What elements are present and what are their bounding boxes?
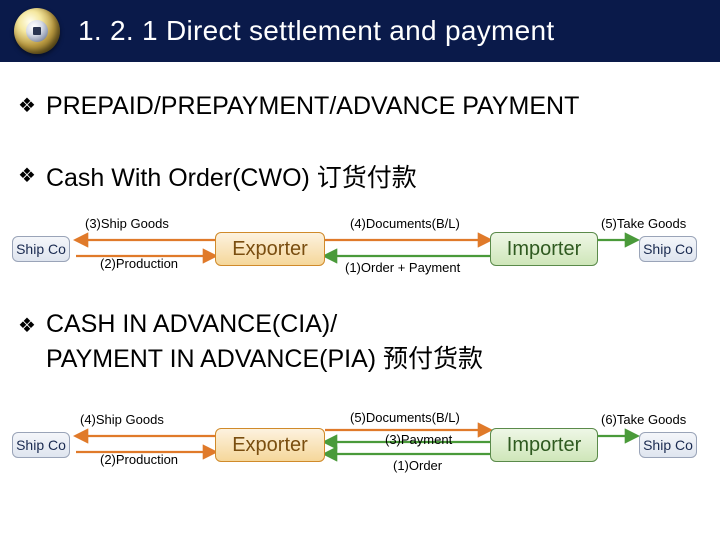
node-ship_left: Ship Co [12, 432, 70, 458]
diagram-cia: (4)Ship Goods (2)Production (5)Documents(B… [0, 386, 720, 496]
bullet-text: CASH IN ADVANCE(CIA)/ PAYMENT IN ADVANCE… [46, 310, 483, 375]
bullet-line1: CASH IN ADVANCE(CIA)/ [46, 310, 337, 338]
node-importer: Importer [490, 428, 598, 462]
bullet-cwo: ❖ Cash With Order(CWO) 订货付款 [18, 158, 417, 194]
bullet-prepaid: ❖ PREPAID/PREPAYMENT/ADVANCE PAYMENT [18, 92, 579, 121]
flow-label: (5)Take Goods [601, 216, 686, 231]
slide-title: 1. 2. 1 Direct settlement and payment [78, 15, 554, 47]
flow-label: (3)Ship Goods [85, 216, 169, 231]
header-bullet-icon [14, 8, 60, 54]
flow-label: (6)Take Goods [601, 412, 686, 427]
diagram-cia-arrows [0, 386, 720, 496]
node-ship_right: Ship Co [639, 432, 697, 458]
diagram-cwo: (3)Ship Goods (2)Production (4)Documents(B… [0, 198, 720, 288]
flow-label: (1)Order [393, 458, 442, 473]
bullet-line2: PAYMENT IN ADVANCE(PIA) 预付货款 [46, 345, 483, 373]
flow-label: (5)Documents(B/L) [350, 410, 460, 425]
diamond-icon: ❖ [18, 313, 36, 338]
flow-label: (2)Production [100, 256, 178, 271]
flow-label: (3)Payment [385, 432, 452, 447]
node-ship_right: Ship Co [639, 236, 697, 262]
bullet-text: PREPAID/PREPAYMENT/ADVANCE PAYMENT [46, 92, 579, 121]
node-ship_left: Ship Co [12, 236, 70, 262]
bullet-text: Cash With Order(CWO) 订货付款 [46, 158, 417, 194]
flow-label: (4)Documents(B/L) [350, 216, 460, 231]
flow-label: (2)Production [100, 452, 178, 467]
diamond-icon: ❖ [18, 93, 36, 118]
node-importer: Importer [490, 232, 598, 266]
diamond-icon: ❖ [18, 163, 36, 188]
flow-label: (1)Order + Payment [345, 260, 460, 275]
node-exporter: Exporter [215, 232, 325, 266]
bullet-cia: ❖ CASH IN ADVANCE(CIA)/ PAYMENT IN ADVAN… [18, 310, 483, 375]
node-exporter: Exporter [215, 428, 325, 462]
flow-label: (4)Ship Goods [80, 412, 164, 427]
slide-header: 1. 2. 1 Direct settlement and payment [0, 0, 720, 62]
